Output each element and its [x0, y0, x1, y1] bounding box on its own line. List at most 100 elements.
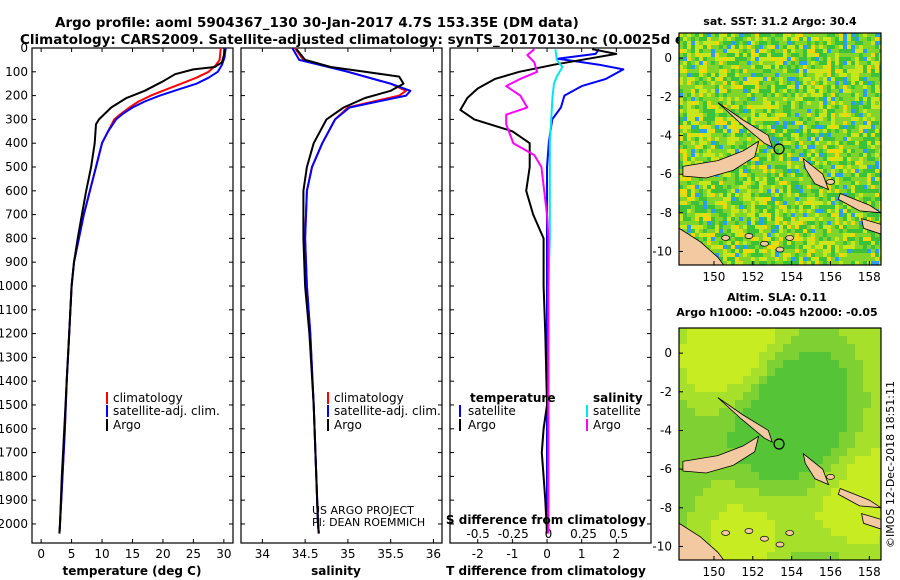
map-cell [751, 432, 759, 440]
map-cell [855, 544, 863, 552]
map-cell [815, 448, 823, 456]
map-cell [859, 193, 863, 197]
map-cell [723, 221, 727, 225]
map-cell [699, 145, 703, 149]
map-cell [783, 121, 787, 125]
map-cell [679, 209, 683, 213]
map-cell [711, 185, 715, 189]
map-cell [727, 488, 735, 496]
map-cell [835, 93, 839, 97]
map-cell [727, 121, 731, 125]
map-cell [679, 181, 683, 185]
map-cell [735, 121, 739, 125]
map-cell [851, 117, 855, 121]
map-cell [859, 65, 863, 69]
map-cell [699, 101, 703, 105]
map-cell [863, 169, 867, 173]
map-cell [775, 237, 779, 241]
map-cell [835, 145, 839, 149]
map-cell [715, 65, 719, 69]
map-cell [683, 209, 687, 213]
map-cell [867, 193, 871, 197]
map-cell [775, 368, 783, 376]
legend-t-argo-label: Argo [468, 418, 496, 432]
map-cell [807, 336, 815, 344]
map-cell [815, 225, 819, 229]
map-cell [863, 193, 867, 197]
map-cell [699, 65, 703, 69]
map-cell [863, 368, 871, 376]
map-cell [811, 233, 815, 237]
map-cell [711, 233, 715, 237]
map-cell [867, 77, 871, 81]
map-cell [803, 141, 807, 145]
map-cell [811, 101, 815, 105]
map-cell [823, 189, 827, 193]
map-cell [779, 193, 783, 197]
map-cell [835, 41, 839, 45]
map-cell [851, 89, 855, 93]
map-cell [755, 201, 759, 205]
map-cell [831, 121, 835, 125]
map-cell [831, 125, 835, 129]
map-cell [703, 77, 707, 81]
map-cell [859, 61, 863, 65]
map-cell [703, 472, 711, 480]
map-cell [751, 49, 755, 53]
map-cell [811, 157, 815, 161]
map-cell [687, 73, 691, 77]
map-cell [727, 241, 731, 245]
map-cell [691, 37, 695, 41]
map-cell [827, 221, 831, 225]
map-cell [791, 129, 795, 133]
map-cell [791, 209, 795, 213]
map-cell [711, 201, 715, 205]
map-cell [871, 217, 875, 221]
map-cell [807, 65, 811, 69]
map-cell [835, 241, 839, 245]
map-cell [835, 89, 839, 93]
map-cell [775, 257, 779, 261]
map-cell [699, 153, 703, 157]
map-cell [787, 117, 791, 121]
map-cell [783, 153, 787, 157]
map-cell [775, 245, 779, 249]
map-cell [775, 400, 783, 408]
map-cell [731, 189, 735, 193]
map-cell [875, 73, 879, 77]
map-cell [831, 432, 839, 440]
map-cell [779, 209, 783, 213]
map-cell [851, 137, 855, 141]
map-cell [783, 201, 787, 205]
map-cell [843, 161, 847, 165]
map-cell [831, 225, 835, 229]
map-cell [875, 37, 879, 41]
map-cell [799, 448, 807, 456]
map-cell [831, 528, 839, 536]
series-line-climatology [294, 48, 408, 534]
map-cell [867, 241, 871, 245]
map-cell [863, 544, 871, 552]
map-cell [831, 61, 835, 65]
map-cell [803, 157, 807, 161]
map-cell [683, 57, 687, 61]
map-cell [759, 189, 763, 193]
map-cell [687, 33, 691, 37]
map-cell [835, 113, 839, 117]
map-cell [791, 133, 795, 137]
map-cell [851, 145, 855, 149]
map-cell [843, 49, 847, 53]
map-cell [803, 57, 807, 61]
map-cell [803, 45, 807, 49]
map-cell [735, 233, 739, 237]
map-cell [863, 173, 867, 177]
map-cell [683, 53, 687, 57]
map-cell [799, 197, 803, 201]
map-cell [719, 133, 723, 137]
map-cell [771, 93, 775, 97]
map-cell [763, 197, 767, 201]
map-cell [863, 253, 867, 257]
map-cell [703, 241, 707, 245]
map-cell [827, 245, 831, 249]
map-cell [775, 113, 779, 117]
